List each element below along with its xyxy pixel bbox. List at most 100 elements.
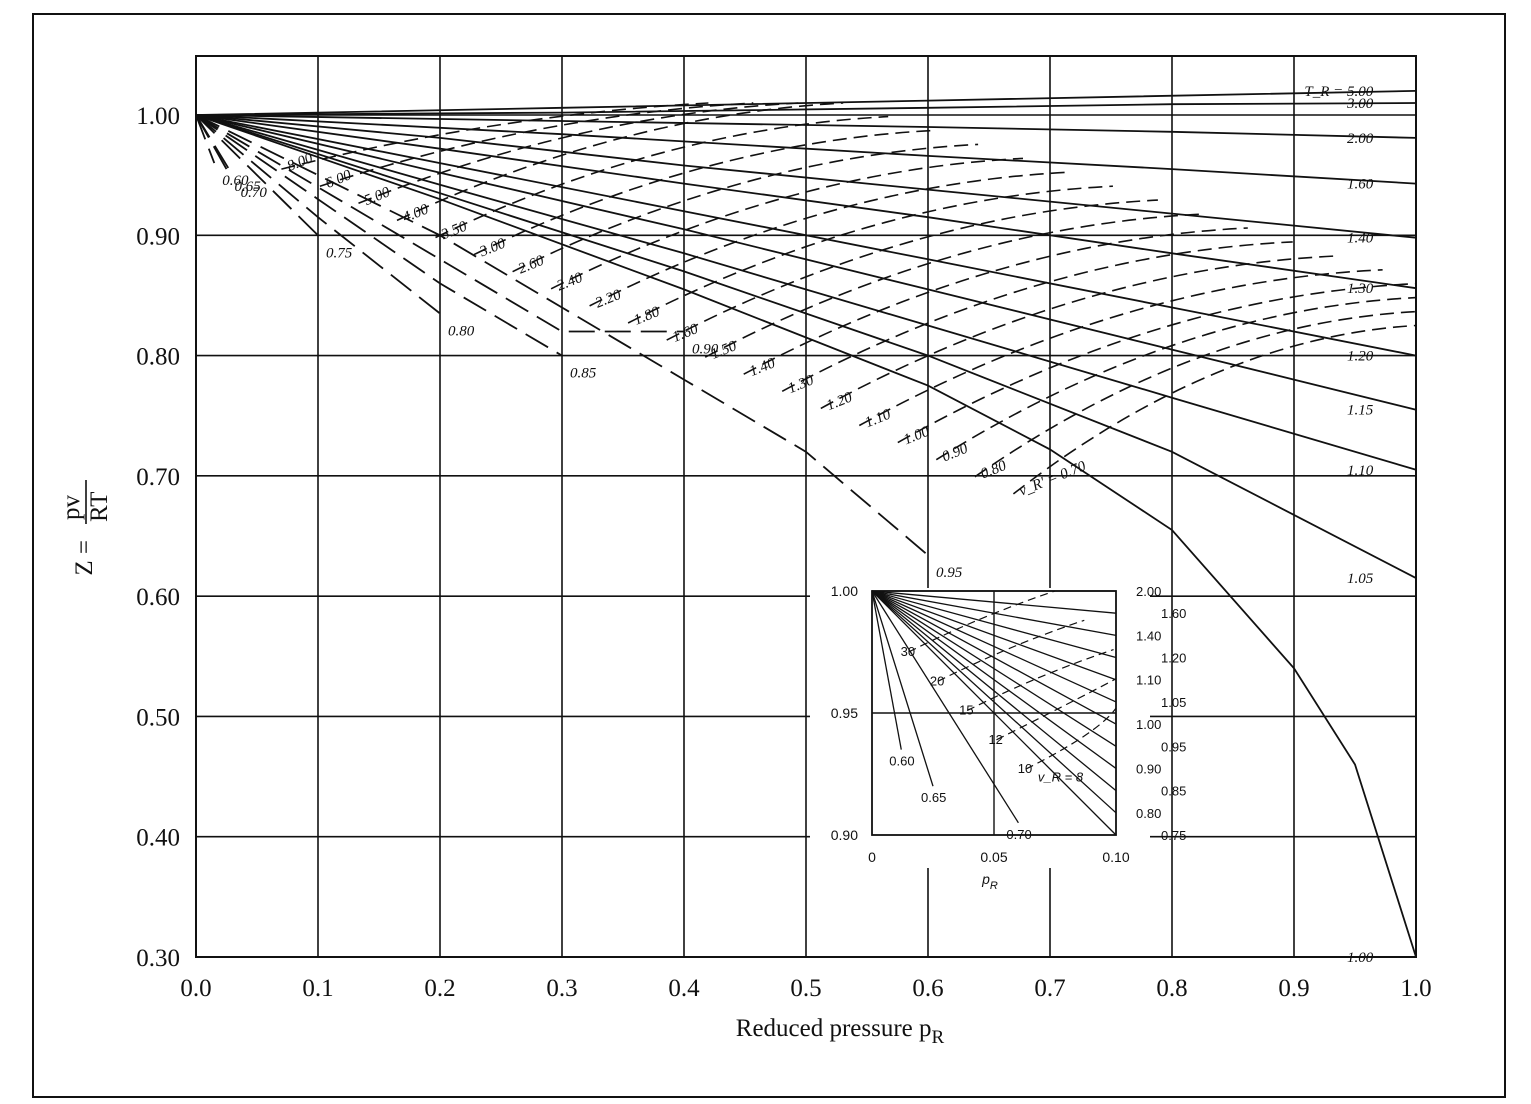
isotherm-curve: [195, 114, 1417, 958]
x-tick-label: 0.9: [1278, 975, 1309, 1002]
inset-isotherm-low: [871, 590, 902, 750]
isochore-curve: [935, 296, 1417, 461]
inset-isotherm: [871, 590, 1117, 836]
inset-isotherm: [871, 590, 1117, 747]
inset-isotherm-label: 0.85: [1161, 784, 1186, 799]
isochore-label: 2.40: [555, 270, 586, 295]
isotherm-curve: [195, 114, 216, 164]
x-tick-label: 0.3: [546, 975, 577, 1002]
y-tick-label: 1.00: [136, 103, 180, 130]
axes: 0.0 0.1 0.2 0.3 0.4 0.5 0.6 0.7 0.8 0.9 1.01.000.9…: [136, 103, 1431, 1002]
inset-isotherm-label: 1.40: [1136, 628, 1161, 643]
inset-isotherm-label: 1.10: [1136, 673, 1161, 688]
isotherm-curve: [195, 114, 1417, 290]
isotherm-curve: [195, 114, 1417, 579]
isotherm-label: 1.10: [1347, 463, 1374, 479]
y-tick-label: 0.60: [136, 584, 180, 611]
isotherm-curve: [195, 114, 1417, 239]
inset-isotherm: [871, 590, 1117, 703]
inset-labels: 2.001.601.401.201.101.051.000.950.900.85…: [889, 584, 1186, 843]
inset-isochore: [996, 678, 1117, 741]
x-tick-label: 0.5: [790, 975, 821, 1002]
isochore-curve: [589, 171, 1069, 307]
isochore-curve: [473, 129, 934, 256]
inset-isotherm: [871, 590, 1117, 792]
x-tick-label: 0.2: [424, 975, 455, 1002]
inset-isochore-label: 12: [988, 732, 1002, 747]
y-tick-label: 0.40: [136, 825, 180, 852]
inset-isotherm-low-label: 0.70: [1006, 827, 1031, 842]
isotherm-label: 0.70: [241, 185, 268, 201]
isochore-curve: [704, 213, 1203, 358]
inset-isotherm: [871, 590, 1117, 681]
isotherm-label: 1.05: [1347, 571, 1374, 587]
inset-isotherm-label: 1.20: [1161, 651, 1186, 666]
isochore-curve: [781, 241, 1293, 393]
y-label-num: pv: [58, 495, 85, 521]
isochore-curve: [1012, 324, 1417, 495]
x-axis-label: Reduced pressure pR: [736, 1015, 945, 1048]
isochore-curve: [627, 185, 1113, 324]
isochore-curve: [358, 102, 799, 205]
inset-isotherm: [871, 590, 1117, 814]
isotherm-curve: [195, 114, 228, 170]
inset-x-tick: 0.05: [980, 849, 1007, 865]
isotherm-label: T_R = 5.00: [1304, 84, 1373, 100]
x-tick-label: 0.7: [1034, 975, 1065, 1002]
y-tick-label: 0.50: [136, 704, 180, 731]
x-tick-label: 1.0: [1400, 975, 1431, 1002]
inset-x-tick: 0.10: [1102, 849, 1129, 865]
inset-x-tick: 0: [868, 849, 876, 865]
inset-isotherm-low-label: 0.60: [889, 754, 914, 769]
inset-isochore-label: 10: [1018, 761, 1032, 776]
inset-isotherm: [871, 590, 1117, 659]
inset-isotherm-label: 0.90: [1136, 761, 1161, 776]
isochore-label: 3.50: [438, 218, 470, 243]
x-tick-label: 0.8: [1156, 975, 1187, 1002]
isotherm-label: 1.60: [1347, 177, 1374, 193]
figure-frame: [32, 13, 1506, 1098]
isotherm-curve: [195, 114, 1417, 471]
isotherm-curve: [195, 114, 441, 315]
isotherm-curve: [195, 114, 1417, 357]
y-tick-label: 0.30: [136, 945, 180, 972]
inset-curves: [871, 590, 1117, 836]
inset-y-tick: 0.95: [831, 705, 858, 721]
inset-y-tick: 1.00: [831, 583, 858, 599]
inset-x-label: pR: [981, 871, 998, 892]
isochore-label: 3.00: [477, 235, 509, 260]
inset-isotherm-label: 0.75: [1161, 828, 1186, 843]
isochore-curve: [512, 143, 979, 273]
inset-isotherm-label: 2.00: [1136, 584, 1161, 599]
isochore-curve: [281, 102, 709, 170]
inset-isotherm-low-label: 0.65: [921, 790, 946, 805]
isochore-curve: [897, 282, 1417, 444]
inset-isochore: [937, 619, 1085, 682]
y-tick-label: 0.70: [136, 464, 180, 491]
isochore-label: 0.80: [978, 458, 1009, 483]
y-tick-label: 0.90: [136, 223, 180, 250]
isotherm-label: 0.90: [692, 342, 719, 358]
inset-isotherm: [871, 590, 1117, 614]
y-label-den: RT: [86, 492, 113, 522]
x-tick-label: 0.6: [912, 975, 943, 1002]
inset-isotherm-low: [871, 590, 1019, 824]
inset-chart: 0 0.05 0.101.000.950.90 2.001.601.401.201.…: [810, 583, 1186, 892]
isochore-curve: [550, 157, 1024, 290]
isotherm-label: 3.00: [1346, 96, 1374, 112]
inset-isotherm: [871, 590, 1117, 769]
curves: [195, 90, 1417, 958]
isochore-curve: [858, 269, 1383, 427]
isotherm-curve: [195, 114, 1417, 185]
inset-isotherm-label: 1.00: [1136, 717, 1161, 732]
isochore-label: 0.90: [940, 441, 971, 466]
inset-isochore: [908, 590, 1056, 653]
x-tick-label: 0.4: [668, 975, 700, 1002]
inset-isochore-label: 20: [930, 673, 944, 688]
inset-isotherm-label: 1.05: [1161, 695, 1186, 710]
isotherm-curve: [195, 114, 319, 236]
isochore-curve: [666, 199, 1158, 341]
inset-isochore-label: 15: [959, 703, 973, 718]
inset-isotherm-label: 0.80: [1136, 806, 1161, 821]
